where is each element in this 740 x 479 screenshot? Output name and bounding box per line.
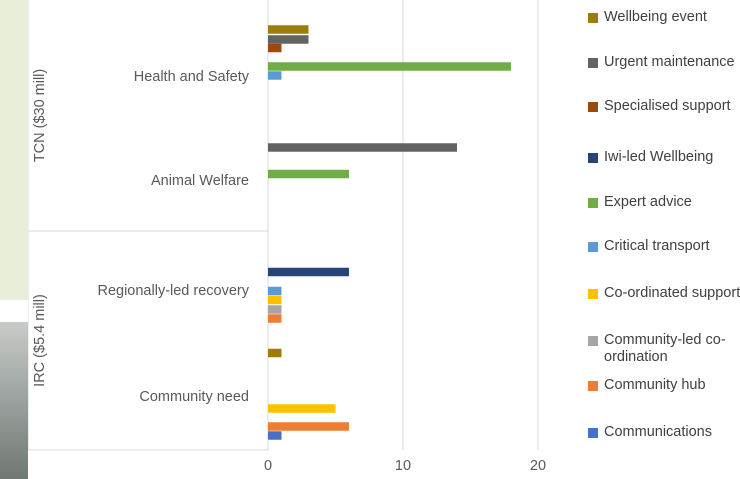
group-label-1: IRC ($5.4 mill) (32, 294, 48, 387)
legend-item: Communications (588, 424, 740, 441)
legend-swatch (588, 198, 598, 208)
legend-swatch (588, 289, 598, 299)
legend-swatch (588, 381, 598, 391)
category-label: Community need (139, 389, 249, 405)
bar (268, 305, 282, 314)
bar (268, 348, 282, 358)
chart-panel: 0 10 20 TCN ($30 mill) Health and Safety Anim… (28, 0, 740, 479)
category-label: Animal Welfare (151, 173, 249, 189)
legend-swatch (588, 153, 598, 163)
legend-label: Community hub (604, 377, 706, 393)
bar (268, 286, 282, 296)
bar (268, 169, 349, 179)
legend-swatch (588, 13, 598, 23)
bar (268, 43, 282, 53)
legend-label: Wellbeing event (604, 9, 707, 25)
bar (268, 25, 309, 34)
legend-item: Iwi-led Wellbeing (588, 149, 740, 166)
bar (268, 71, 282, 80)
bar (268, 431, 282, 440)
bar (268, 62, 511, 71)
legend-label: Community-led co-ordination (604, 332, 726, 365)
bar (268, 404, 336, 413)
category-label: Health and Safety (134, 69, 250, 85)
bar (268, 314, 282, 323)
bar (268, 295, 282, 305)
legend-label: Expert advice (604, 194, 692, 210)
bar (268, 35, 309, 44)
legend-swatch (588, 242, 598, 252)
x-tick-label-0: 0 (264, 458, 272, 474)
group-label-0: TCN ($30 mill) (32, 69, 48, 162)
legend-item: Wellbeing event (588, 9, 740, 26)
legend-label: Critical transport (604, 238, 710, 254)
legend-swatch (588, 102, 598, 112)
bar (268, 422, 349, 431)
legend-item: Urgent maintenance (588, 54, 740, 71)
bar-chart: 0 10 20 TCN ($30 mill) Health and Safety Anim… (28, 0, 546, 474)
legend-swatch (588, 428, 598, 438)
legend-label: Co-ordinated support (604, 285, 740, 301)
legend-item: Community-led co-ordination (588, 332, 740, 366)
legend-item: Specialised support (588, 98, 740, 115)
legend-item: Community hub (588, 377, 740, 394)
legend-label: Urgent maintenance (604, 54, 735, 70)
legend-item: Co-ordinated support (588, 285, 740, 302)
background-panel (0, 0, 28, 300)
legend-swatch (588, 58, 598, 68)
legend-item: Expert advice (588, 194, 740, 211)
bar (268, 143, 457, 152)
legend-item: Critical transport (588, 238, 740, 255)
legend-swatch (588, 336, 598, 346)
x-tick-label-20: 20 (530, 458, 546, 474)
legend-label: Specialised support (604, 98, 731, 114)
background-photo (0, 322, 30, 479)
bar (268, 267, 349, 277)
category-label: Regionally-led recovery (97, 283, 249, 299)
legend-label: Iwi-led Wellbeing (604, 149, 714, 165)
x-tick-label-10: 10 (395, 458, 411, 474)
legend-label: Communications (604, 424, 712, 440)
